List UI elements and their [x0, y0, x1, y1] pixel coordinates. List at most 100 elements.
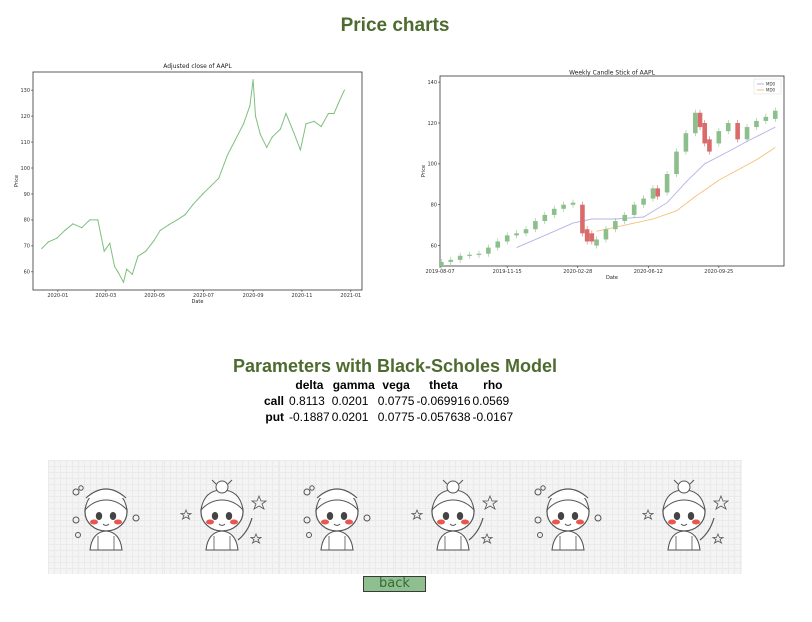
candle-body — [448, 259, 454, 262]
greeks-corner-cell — [262, 377, 288, 393]
candle-body — [580, 204, 585, 234]
candle-body — [664, 174, 670, 193]
x-tick-label: 2020-09 — [243, 293, 264, 299]
y-tick-label: 130 — [20, 88, 30, 94]
greeks-cell: 0.0775 — [377, 410, 415, 424]
candle-body — [650, 188, 656, 199]
greeks-cell: 0.0201 — [331, 410, 369, 424]
candle-body — [533, 221, 538, 230]
candle-body — [523, 229, 529, 234]
price-point — [41, 247, 43, 250]
candle-body — [495, 241, 501, 248]
price-point — [109, 242, 111, 244]
greeks-col-gamma: gamma — [332, 378, 375, 392]
candle-body — [683, 133, 689, 152]
legend-label: MD0 — [766, 82, 776, 87]
price-point — [234, 138, 237, 141]
price-point — [218, 177, 220, 180]
candle-body — [467, 254, 472, 256]
candle-body — [589, 233, 595, 242]
candle-body — [772, 110, 778, 119]
greeks-header-row: delta gamma vega theta rho — [262, 377, 514, 393]
greeks-row-label: put — [265, 410, 285, 424]
greeks-cell: -0.057638 — [416, 410, 471, 424]
x-tick-label: 2020-11 — [292, 293, 313, 299]
price-point — [333, 112, 335, 115]
y-tick-label: 110 — [20, 140, 30, 146]
candle-body — [716, 131, 722, 144]
y-axis-label: Price — [421, 165, 427, 177]
price-point — [89, 219, 91, 221]
price-point — [242, 123, 245, 125]
price-line — [41, 79, 345, 284]
x-tick-label: 2020-01 — [47, 293, 68, 299]
sticker-girl-icon — [303, 485, 371, 551]
price-point — [97, 219, 99, 221]
price-point — [184, 214, 186, 216]
girl-chef-sticker — [48, 460, 164, 574]
candle-body — [613, 221, 618, 230]
moving-average-line — [596, 147, 776, 232]
greeks-cell: 0.8113 — [289, 394, 325, 408]
price-point — [56, 237, 58, 239]
candle-body — [744, 127, 750, 140]
candle-body — [476, 253, 482, 255]
price-point — [291, 128, 293, 130]
candle-body — [457, 255, 463, 260]
greeks-cell: -0.0167 — [472, 410, 514, 424]
price-point — [145, 250, 147, 252]
x-tick-label: 2020-06-12 — [634, 269, 663, 275]
price-point — [202, 193, 204, 195]
candle-body — [655, 188, 660, 197]
x-tick-label: 2020-02-28 — [563, 269, 592, 275]
candle-body — [622, 214, 628, 222]
price-point — [126, 268, 128, 270]
candle-body — [504, 235, 510, 242]
x-tick-label: 2020-07 — [193, 293, 214, 299]
greeks-cell: -0.069916 — [416, 394, 471, 408]
y-tick-label: 100 — [427, 162, 437, 168]
price-point — [137, 255, 139, 257]
price-point — [153, 240, 155, 242]
x-tick-label: 2020-09-25 — [704, 269, 733, 275]
x-tick-label: 2019-08-07 — [425, 269, 454, 275]
y-tick-label: 120 — [20, 114, 30, 120]
weekly-candlestick-chart: Weekly Candle Stick of AAPL Date Price 60 80… — [418, 68, 792, 284]
legend-label: MD0 — [766, 88, 776, 93]
girl-chef-sticker — [510, 460, 626, 574]
price-point — [254, 115, 257, 117]
price-point — [259, 133, 261, 135]
adjusted-close-chart-svg: Adjusted close of AAPL Date Price 60 70 80 90 1… — [14, 63, 363, 305]
y-tick-label: 70 — [24, 244, 30, 250]
candle-body — [763, 116, 769, 121]
back-button[interactable]: back — [363, 576, 426, 592]
plot-frame — [439, 75, 785, 267]
candle-body — [551, 208, 557, 215]
candle-body — [735, 122, 740, 140]
candle-body — [594, 239, 599, 246]
price-point — [47, 241, 49, 243]
price-point — [343, 89, 345, 91]
greeks-row-label: call — [264, 394, 285, 408]
price-point — [266, 146, 268, 148]
candle-body — [570, 202, 576, 205]
price-point — [249, 105, 251, 107]
girl-waving-sticker — [394, 460, 511, 574]
sticker-girl-icon — [641, 479, 730, 551]
candle-body — [542, 214, 548, 222]
sticker-strip — [48, 460, 742, 574]
price-point — [320, 125, 322, 128]
candle-body — [584, 229, 590, 242]
price-point — [72, 223, 74, 225]
girl-waving-sticker — [625, 460, 742, 574]
sticker-girl-icon — [534, 485, 602, 551]
candle-body — [697, 112, 703, 128]
greeks-cell: 0.0775 — [377, 394, 415, 408]
price-point — [117, 271, 119, 273]
price-point — [305, 123, 307, 125]
sticker-girl-icon — [410, 479, 498, 551]
y-tick-label: 60 — [24, 270, 30, 276]
chart-title: Weekly Candle Stick of AAPL — [569, 70, 656, 77]
candle-body — [641, 198, 646, 205]
x-axis-label: Date — [192, 299, 204, 305]
